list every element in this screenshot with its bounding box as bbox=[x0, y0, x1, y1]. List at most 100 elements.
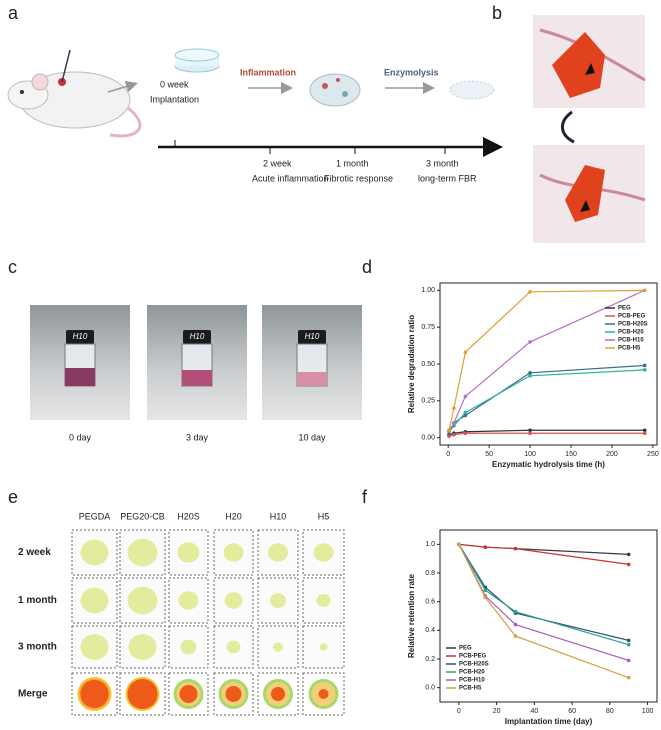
implant-area bbox=[273, 642, 283, 652]
implant-area bbox=[226, 640, 241, 654]
x-tick-label: 100 bbox=[524, 451, 536, 458]
series-line bbox=[448, 289, 645, 431]
legend-label: PCB-H5 bbox=[618, 346, 641, 352]
series-line bbox=[458, 544, 629, 641]
data-point bbox=[463, 350, 468, 355]
y-tick-label: 0.6 bbox=[425, 599, 435, 606]
implant-area bbox=[319, 643, 328, 651]
data-point bbox=[452, 406, 456, 410]
panel-label: e bbox=[8, 487, 18, 507]
implant-area bbox=[268, 543, 288, 562]
legend-label: PCB-H20S bbox=[618, 322, 648, 328]
x-tick-label: 250 bbox=[647, 451, 659, 458]
vial-cap bbox=[66, 330, 94, 344]
data-point bbox=[626, 642, 631, 647]
data-point bbox=[452, 432, 456, 437]
implant-area bbox=[127, 586, 158, 615]
degraded-scaffold bbox=[449, 80, 495, 100]
row-header: Merge bbox=[18, 689, 48, 700]
image-frame bbox=[213, 577, 254, 624]
implant-area bbox=[80, 587, 109, 614]
event-label: long-term FBR bbox=[418, 173, 477, 183]
photo-label: 3 day bbox=[186, 432, 209, 442]
data-point bbox=[457, 542, 461, 547]
vial-label: H10 bbox=[190, 332, 205, 341]
data-point bbox=[642, 288, 647, 293]
legend-label: PCB-PEG bbox=[459, 654, 487, 660]
data-point bbox=[642, 368, 647, 372]
x-tick-label: 60 bbox=[568, 708, 576, 715]
row-header: 3 month bbox=[18, 642, 57, 653]
data-point bbox=[463, 394, 468, 399]
data-point bbox=[528, 290, 532, 294]
time-label: 3 month bbox=[426, 158, 459, 168]
legend-label: PEG bbox=[618, 306, 631, 312]
series-line bbox=[448, 429, 645, 436]
merge-inner bbox=[318, 689, 329, 699]
implant-area bbox=[270, 593, 286, 608]
time-label: 0 week bbox=[160, 79, 189, 89]
vial-cap bbox=[298, 330, 326, 344]
vial-label: H10 bbox=[305, 332, 320, 341]
column-header: PEGDA bbox=[79, 511, 111, 521]
y-tick-label: 0.50 bbox=[421, 361, 435, 368]
data-point bbox=[483, 545, 488, 549]
legend-label: PEG bbox=[459, 646, 472, 652]
y-tick-label: 0.75 bbox=[421, 324, 435, 331]
x-tick-label: 20 bbox=[493, 708, 501, 715]
merge-inner bbox=[127, 679, 158, 709]
arrow bbox=[107, 80, 138, 93]
legend-label: PCB-H5 bbox=[459, 686, 482, 692]
data-point bbox=[626, 675, 631, 680]
data-point bbox=[626, 562, 631, 567]
data-point bbox=[463, 410, 468, 415]
event-label: Implantation bbox=[150, 94, 199, 104]
series-line bbox=[448, 432, 645, 437]
series-line bbox=[458, 543, 629, 565]
x-axis-title: Enzymatic hydrolysis time (h) bbox=[492, 460, 605, 469]
series-line bbox=[448, 369, 645, 433]
legend-label: PCB-H10 bbox=[459, 678, 485, 684]
histology-image bbox=[533, 15, 646, 108]
implant-area bbox=[313, 543, 334, 562]
x-tick-label: 200 bbox=[606, 451, 618, 458]
implant-area bbox=[177, 542, 200, 563]
data-point bbox=[626, 552, 631, 557]
photo-label: 0 day bbox=[69, 432, 92, 442]
y-tick-label: 0.8 bbox=[425, 570, 435, 577]
merge-inner bbox=[271, 687, 285, 701]
vial-cap bbox=[183, 330, 211, 344]
data-point bbox=[642, 431, 647, 436]
y-tick-label: 0.25 bbox=[421, 398, 435, 405]
photo: H10 bbox=[147, 305, 247, 420]
plot-frame bbox=[439, 529, 658, 703]
vial-label: H10 bbox=[73, 332, 88, 341]
histology-image bbox=[533, 145, 646, 243]
column-header: PEG20-CB bbox=[120, 511, 165, 521]
series-line bbox=[458, 544, 629, 662]
y-tick-label: 0.0 bbox=[425, 685, 435, 692]
data-point bbox=[626, 638, 631, 643]
y-tick-label: 0.2 bbox=[425, 656, 435, 663]
y-tick-label: 1.0 bbox=[425, 541, 435, 548]
panel-label: f bbox=[362, 487, 368, 507]
data-point bbox=[447, 434, 451, 438]
implant-area bbox=[316, 594, 331, 607]
data-point bbox=[463, 413, 468, 418]
data-point bbox=[528, 371, 532, 375]
legend-label: PCB-PEG bbox=[618, 314, 646, 320]
x-tick-label: 150 bbox=[565, 451, 577, 458]
merge-inner bbox=[225, 686, 242, 702]
legend-label: PCB-H10 bbox=[618, 338, 644, 344]
data-point bbox=[513, 609, 518, 614]
implant-area bbox=[80, 539, 109, 566]
data-point bbox=[513, 622, 518, 627]
implant-area bbox=[128, 634, 157, 660]
data-point bbox=[463, 431, 468, 436]
legend-label: PCB-H20 bbox=[618, 330, 644, 336]
implant-area bbox=[223, 543, 244, 562]
implant-area bbox=[178, 591, 199, 610]
data-point bbox=[528, 428, 532, 433]
column-header: H20S bbox=[177, 511, 200, 521]
implant-area bbox=[127, 538, 158, 567]
